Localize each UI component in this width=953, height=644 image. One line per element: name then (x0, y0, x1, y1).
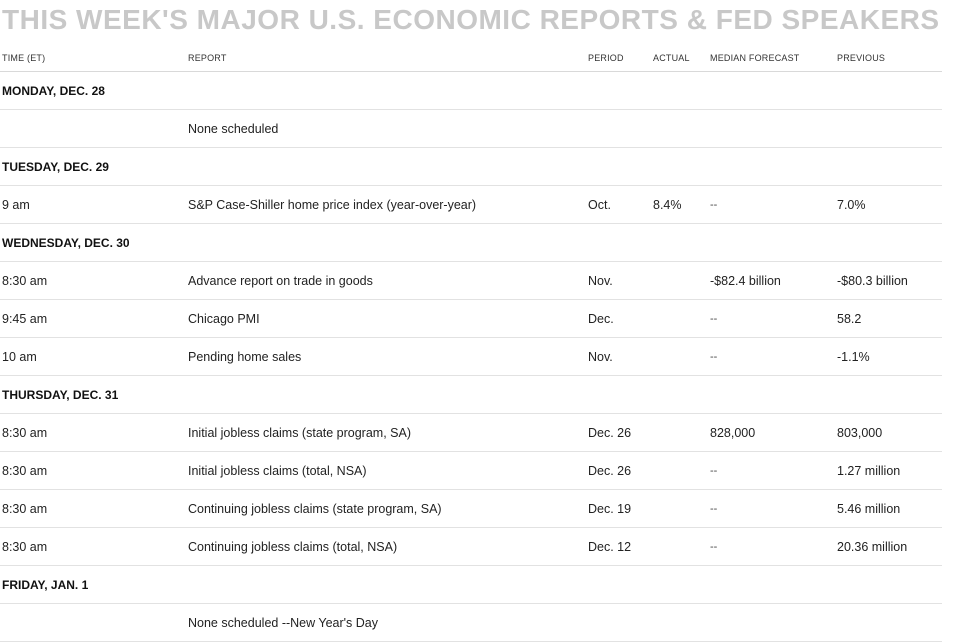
cell-time: 10 am (0, 337, 186, 376)
day-label: FRIDAY, JAN. 1 (0, 565, 942, 604)
cell-period: Dec. 19 (586, 489, 651, 528)
title-row: THIS WEEK'S MAJOR U.S. ECONOMIC REPORTS … (2, 0, 947, 40)
cell-report: Advance report on trade in goods (186, 261, 586, 300)
cell-period: Nov. (586, 261, 651, 300)
column-header-period: PERIOD (586, 44, 651, 72)
table-row: 8:30 am Advance report on trade in goods N… (0, 261, 942, 300)
table-row: 8:30 am Initial jobless claims (state pro… (0, 413, 942, 452)
cell-previous: -$80.3 billion (835, 261, 942, 300)
cell-period (586, 603, 651, 642)
cell-actual (651, 413, 708, 452)
day-header-row: THURSDAY, DEC. 31 (0, 375, 942, 414)
table-row: 8:30 am Continuing jobless claims (state … (0, 489, 942, 528)
cell-time: 8:30 am (0, 451, 186, 490)
cell-median-forecast: -- (708, 299, 835, 338)
table-body: MONDAY, DEC. 28 None scheduled TUESDAY, DE… (0, 71, 942, 642)
cell-previous: 58.2 (835, 299, 942, 338)
page-title: THIS WEEK'S MAJOR U.S. ECONOMIC REPORTS … (2, 4, 940, 35)
cell-previous (835, 603, 942, 642)
cell-actual: 8.4% (651, 185, 708, 224)
table-row: 10 am Pending home sales Nov. -- -1.1% (0, 337, 942, 376)
cell-report: Initial jobless claims (total, NSA) (186, 451, 586, 490)
cell-previous: 5.46 million (835, 489, 942, 528)
table-row: 8:30 am Continuing jobless claims (total,… (0, 527, 942, 566)
cell-report: S&P Case-Shiller home price index (year-… (186, 185, 586, 224)
day-header-row: MONDAY, DEC. 28 (0, 71, 942, 110)
header-row: TIME (ET) REPORT PERIOD ACTUAL MEDIAN FO… (0, 44, 942, 72)
cell-report: None scheduled (186, 109, 586, 148)
day-header-row: FRIDAY, JAN. 1 (0, 565, 942, 604)
cell-actual (651, 337, 708, 376)
cell-report: None scheduled --New Year's Day (186, 603, 586, 642)
cell-report: Continuing jobless claims (total, NSA) (186, 527, 586, 566)
cell-report: Initial jobless claims (state program, S… (186, 413, 586, 452)
table-row: 9 am S&P Case-Shiller home price index (y… (0, 185, 942, 224)
table-row: None scheduled --New Year's Day (0, 603, 942, 642)
cell-period: Dec. (586, 299, 651, 338)
cell-time (0, 603, 186, 642)
cell-previous: 1.27 million (835, 451, 942, 490)
cell-previous (835, 109, 942, 148)
day-label: TUESDAY, DEC. 29 (0, 147, 942, 186)
cell-actual (651, 603, 708, 642)
table-row: 8:30 am Initial jobless claims (total, NS… (0, 451, 942, 490)
cell-report: Continuing jobless claims (state program… (186, 489, 586, 528)
cell-actual (651, 109, 708, 148)
day-label: THURSDAY, DEC. 31 (0, 375, 942, 414)
cell-period: Nov. (586, 337, 651, 376)
cell-previous: -1.1% (835, 337, 942, 376)
cell-median-forecast: -$82.4 billion (708, 261, 835, 300)
column-header-actual: ACTUAL (651, 44, 708, 72)
cell-actual (651, 261, 708, 300)
cell-report: Pending home sales (186, 337, 586, 376)
cell-period (586, 109, 651, 148)
cell-previous: 7.0% (835, 185, 942, 224)
cell-median-forecast: 828,000 (708, 413, 835, 452)
cell-median-forecast: -- (708, 527, 835, 566)
day-header-row: WEDNESDAY, DEC. 30 (0, 223, 942, 262)
cell-median-forecast: -- (708, 451, 835, 490)
cell-time: 9:45 am (0, 299, 186, 338)
cell-time (0, 109, 186, 148)
day-label: MONDAY, DEC. 28 (0, 71, 942, 110)
table-row: 9:45 am Chicago PMI Dec. -- 58.2 (0, 299, 942, 338)
cell-median-forecast (708, 109, 835, 148)
column-header-time: TIME (ET) (0, 44, 186, 72)
column-header-previous: PREVIOUS (835, 44, 942, 72)
cell-median-forecast (708, 603, 835, 642)
day-label: WEDNESDAY, DEC. 30 (0, 223, 942, 262)
cell-period: Oct. (586, 185, 651, 224)
table-row: None scheduled (0, 109, 942, 148)
column-header-report: REPORT (186, 44, 586, 72)
cell-time: 9 am (0, 185, 186, 224)
table-header: TIME (ET) REPORT PERIOD ACTUAL MEDIAN FO… (0, 44, 942, 72)
day-header-row: TUESDAY, DEC. 29 (0, 147, 942, 186)
cell-previous: 20.36 million (835, 527, 942, 566)
cell-period: Dec. 12 (586, 527, 651, 566)
cell-time: 8:30 am (0, 489, 186, 528)
cell-time: 8:30 am (0, 527, 186, 566)
cell-median-forecast: -- (708, 185, 835, 224)
cell-time: 8:30 am (0, 413, 186, 452)
cell-actual (651, 451, 708, 490)
cell-actual (651, 299, 708, 338)
reports-table: TIME (ET) REPORT PERIOD ACTUAL MEDIAN FO… (0, 44, 942, 642)
cell-time: 8:30 am (0, 261, 186, 300)
cell-median-forecast: -- (708, 489, 835, 528)
cell-period: Dec. 26 (586, 413, 651, 452)
cell-actual (651, 489, 708, 528)
cell-actual (651, 527, 708, 566)
cell-period: Dec. 26 (586, 451, 651, 490)
cell-report: Chicago PMI (186, 299, 586, 338)
cell-previous: 803,000 (835, 413, 942, 452)
column-header-median-forecast: MEDIAN FORECAST (708, 44, 835, 72)
cell-median-forecast: -- (708, 337, 835, 376)
